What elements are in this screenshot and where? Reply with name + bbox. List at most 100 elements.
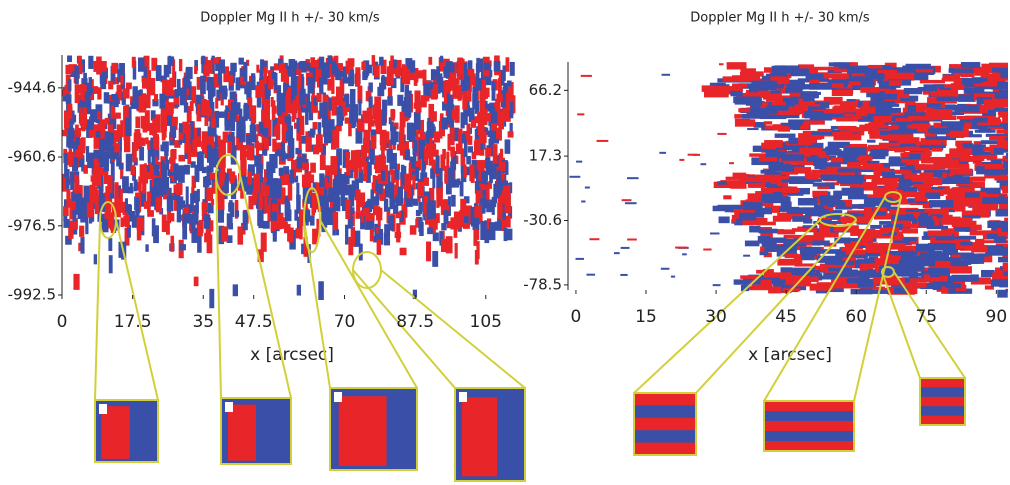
texture-cell [466, 156, 471, 165]
texture-cell [343, 94, 350, 108]
texture-cell [831, 280, 858, 285]
texture-cell [435, 149, 439, 157]
texture-cell [978, 155, 998, 159]
texture-cell [278, 167, 284, 176]
texture-cell [846, 75, 873, 82]
texture-cell [348, 170, 353, 179]
texture-cell [219, 59, 226, 74]
texture-cell [79, 84, 85, 94]
texture-cell [834, 256, 855, 262]
texture-cell [818, 227, 837, 236]
texture-cell [815, 102, 830, 109]
texture-cell [886, 254, 897, 260]
texture-cell [982, 106, 1005, 111]
texture-cell [472, 116, 479, 124]
texture-cell [764, 125, 789, 130]
texture-cell [794, 263, 817, 267]
texture-cell [506, 92, 511, 111]
texture-cell [785, 140, 813, 146]
texture-cell [503, 227, 508, 242]
texture-cell [289, 169, 294, 184]
texture-cell [999, 202, 1008, 211]
texture-cell [150, 137, 156, 157]
texture-cell [956, 217, 972, 224]
texture-cell [908, 153, 921, 160]
texture-cell [978, 245, 1004, 253]
texture-cell [440, 154, 446, 171]
texture-cell [129, 183, 133, 192]
texture-cell [391, 169, 396, 183]
texture-cell [868, 256, 879, 262]
texture-cell [149, 179, 157, 197]
texture-cell [481, 171, 488, 185]
texture-cell [253, 173, 260, 193]
texture-cell [377, 174, 382, 192]
texture-cell [460, 148, 466, 166]
texture-cell [110, 162, 115, 182]
texture-cell [463, 140, 468, 157]
texture-cell [876, 93, 897, 100]
texture-cell [321, 115, 329, 128]
texture-cell [504, 215, 511, 228]
texture-cell [620, 273, 628, 276]
texture-cell [107, 94, 115, 104]
texture-cell [955, 284, 967, 292]
texture-cell [709, 82, 726, 89]
texture-cell [146, 70, 152, 90]
texture-cell [960, 70, 975, 78]
texture [62, 55, 1008, 309]
texture-cell [167, 79, 174, 96]
texture-cell [929, 200, 954, 208]
texture-cell [882, 229, 897, 236]
x-tick-label: 75 [915, 307, 937, 327]
texture-cell [299, 221, 303, 240]
texture-cell [915, 243, 935, 252]
texture-cell [93, 60, 97, 72]
texture-cell [428, 143, 435, 150]
texture-cell [147, 143, 151, 164]
texture-cell [784, 253, 799, 258]
texture-cell [465, 166, 473, 176]
texture-cell [467, 89, 472, 102]
texture-cell [368, 96, 373, 109]
texture-cell [930, 212, 943, 219]
texture-cell [455, 143, 463, 155]
texture-cell [100, 128, 106, 143]
texture-cell [448, 167, 455, 188]
texture-cell [280, 96, 285, 109]
inset-cell [764, 441, 854, 452]
texture-cell [925, 134, 938, 140]
texture-cell [79, 146, 84, 159]
texture-cell [811, 265, 824, 270]
callout-line [881, 271, 921, 379]
texture-cell [88, 129, 94, 138]
texture-cell [887, 126, 897, 133]
texture-cell [783, 234, 805, 239]
texture-cell [759, 114, 787, 120]
texture-cell [358, 157, 366, 167]
texture-cell [951, 274, 974, 282]
x-tick-label: 35 [192, 312, 214, 332]
texture-cell [781, 154, 805, 161]
texture-cell [166, 196, 174, 212]
texture-cell [797, 198, 818, 206]
texture-cell [971, 77, 983, 84]
texture-cell [701, 85, 717, 92]
texture-cell [240, 144, 247, 161]
texture-cell [900, 263, 925, 271]
texture-cell [584, 186, 590, 189]
texture-cell [986, 233, 998, 240]
texture-cell [463, 166, 467, 178]
texture-cell [138, 96, 145, 113]
texture-cell [174, 140, 181, 148]
texture-cell [927, 97, 942, 103]
texture-cell [397, 186, 404, 205]
texture-cell [939, 99, 957, 104]
texture-cell [951, 199, 980, 207]
texture-cell [444, 165, 450, 184]
texture-cell [850, 288, 873, 295]
texture-cell [485, 157, 491, 176]
texture-cell [775, 96, 786, 103]
texture-cell [311, 193, 319, 210]
texture-cell [479, 101, 485, 118]
